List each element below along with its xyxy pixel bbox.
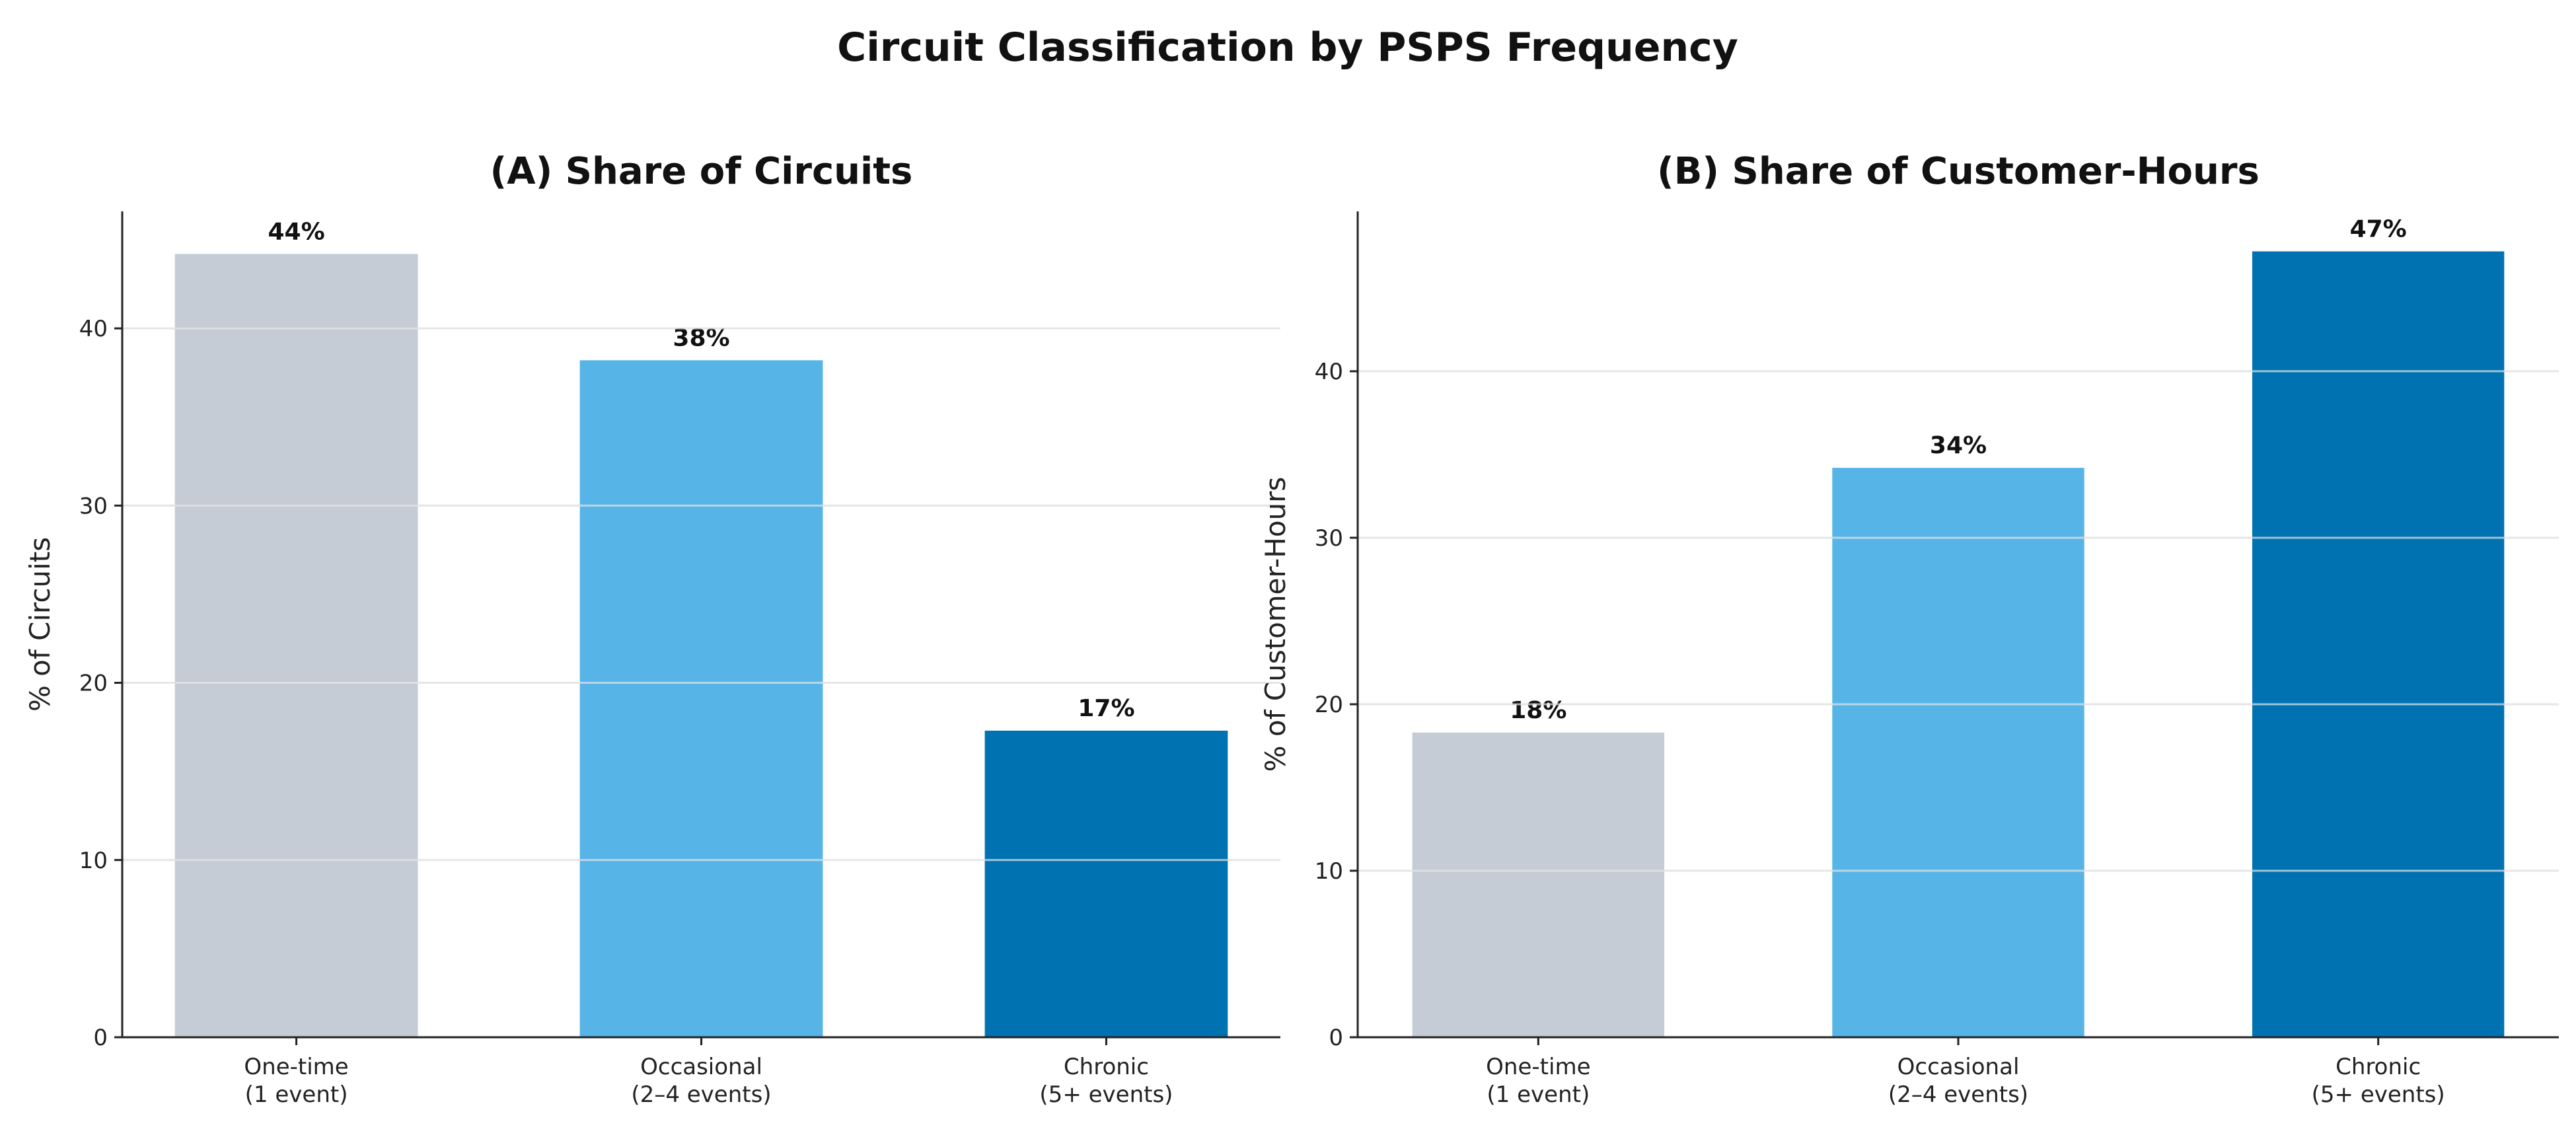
panel-a-share-of-circuits: (A) Share of Circuits44%38%17%010203040O…: [24, 150, 1280, 1108]
y-axis-label: % of Customer-Hours: [1259, 477, 1292, 772]
x-tick-label-sub: (1 event): [1487, 1082, 1590, 1108]
y-tick-label: 0: [1329, 1025, 1343, 1051]
x-tick-label: Occasional: [640, 1054, 762, 1080]
y-tick-label: 40: [79, 316, 108, 342]
bar-data-label: 47%: [2350, 215, 2407, 242]
y-axis-label: % of Circuits: [24, 537, 56, 712]
panel-b-share-of-customer-hours: (B) Share of Customer-Hours 18% 34% 47% 0 10 2…: [1259, 150, 2559, 1108]
x-tick-label: One-time: [1486, 1054, 1590, 1080]
bar: [579, 360, 823, 1037]
y-tick-label: 0: [93, 1025, 108, 1051]
x-tick-label-sub: (5+ events): [2312, 1082, 2445, 1108]
panel-title: (B) Share of Customer-Hours: [1657, 150, 2260, 193]
bar-data-label: 34%: [1930, 432, 1987, 459]
y-tick-label: 40: [1315, 359, 1343, 385]
bar-data-label: 17%: [1078, 695, 1134, 722]
y-tick-label: 10: [1315, 858, 1343, 885]
x-tick-label-sub: (1 event): [245, 1082, 348, 1108]
x-tick-label-sub: (2–4 events): [631, 1082, 771, 1108]
bar: [1832, 468, 2084, 1037]
y-tick-label: 20: [1315, 692, 1343, 718]
y-tick-label: 10: [79, 848, 108, 874]
y-tick-label: 20: [79, 671, 108, 697]
x-tick-label-sub: (2–4 events): [1888, 1082, 2028, 1108]
bar-data-label: 18%: [1510, 697, 1566, 724]
bar: [2252, 251, 2505, 1037]
bar: [174, 254, 418, 1037]
y-tick-label: 30: [79, 493, 108, 519]
figure-title: Circuit Classification by PSPS Frequency: [837, 24, 1738, 71]
bar: [1412, 732, 1665, 1037]
x-tick-label: Chronic: [1064, 1054, 1149, 1080]
x-tick-label: Chronic: [2336, 1054, 2421, 1080]
panel-title: (A) Share of Circuits: [490, 150, 913, 193]
bar: [984, 730, 1228, 1037]
x-tick-label: Occasional: [1897, 1054, 2020, 1080]
x-tick-label: One-time: [244, 1054, 348, 1080]
y-tick-label: 30: [1315, 525, 1343, 552]
x-tick-label-sub: (5+ events): [1039, 1082, 1173, 1108]
bar-data-label: 44%: [268, 218, 324, 245]
